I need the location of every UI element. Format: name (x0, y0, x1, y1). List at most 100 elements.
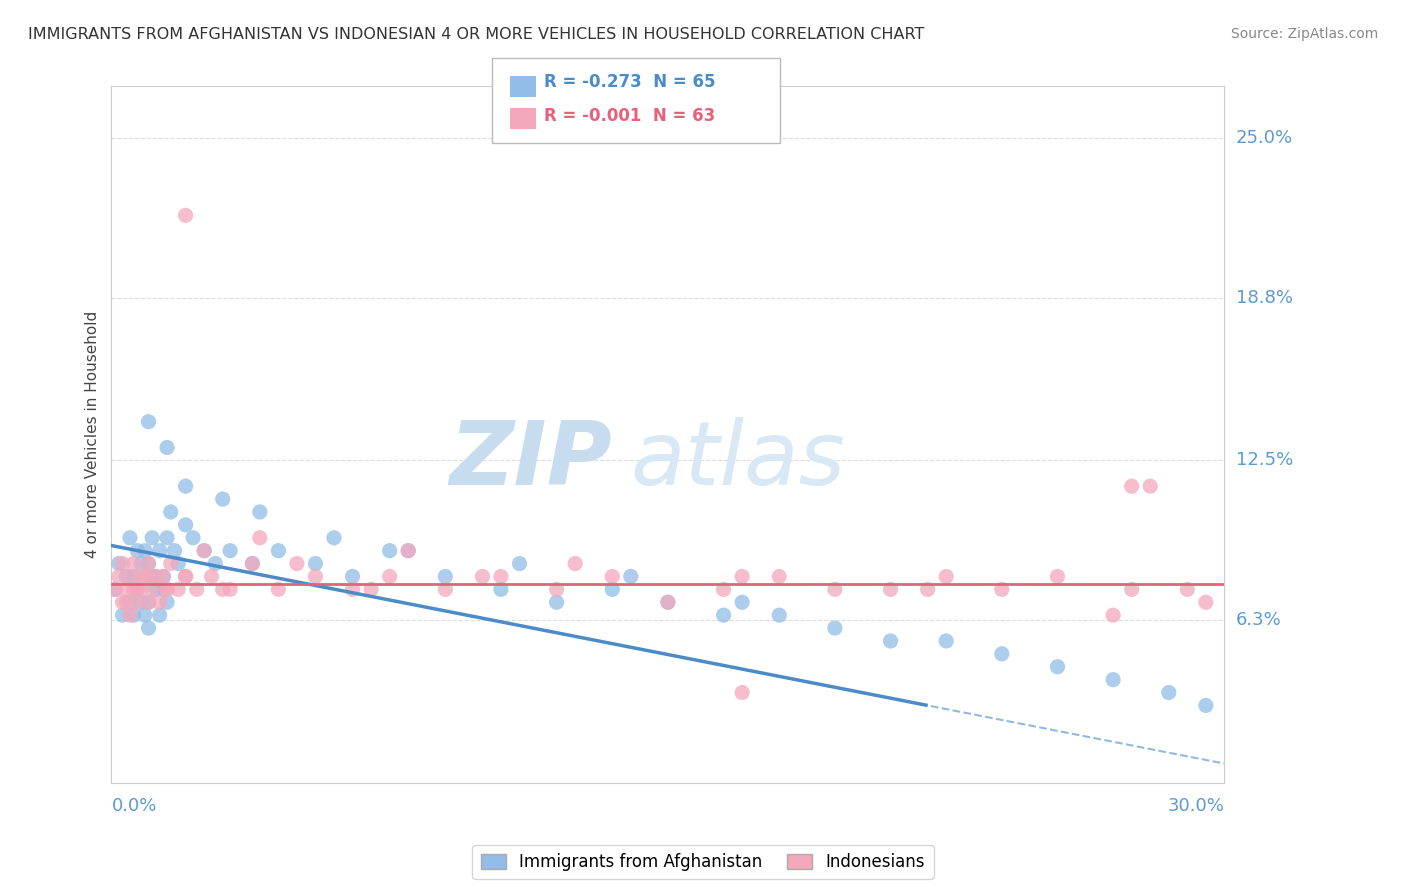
Point (138, 557, 160, 571)
Point (134, 569, 156, 583)
Point (163, 543, 186, 558)
Point (935, 634, 957, 648)
Text: 0.0%: 0.0% (111, 797, 157, 814)
Point (731, 685, 754, 699)
Point (127, 582, 149, 597)
Text: 25.0%: 25.0% (1236, 129, 1292, 147)
Point (122, 582, 145, 597)
Point (174, 479, 197, 493)
Text: 12.5%: 12.5% (1236, 451, 1292, 469)
Point (174, 517, 197, 532)
Point (600, 582, 623, 597)
Point (1102, 608, 1125, 623)
Point (159, 557, 181, 571)
Point (1195, 698, 1218, 713)
Point (138, 569, 160, 583)
Point (149, 608, 172, 623)
Point (156, 582, 179, 597)
Point (917, 582, 939, 597)
Point (122, 569, 145, 583)
Point (193, 543, 215, 558)
Point (118, 595, 141, 609)
Point (471, 569, 494, 583)
Point (174, 208, 197, 222)
Point (489, 569, 512, 583)
Point (249, 505, 271, 519)
Point (489, 582, 512, 597)
Point (434, 582, 457, 597)
Point (127, 543, 149, 558)
Text: 6.3%: 6.3% (1236, 611, 1281, 630)
Text: 18.8%: 18.8% (1236, 289, 1292, 307)
Point (156, 441, 179, 455)
Point (152, 582, 174, 597)
Point (713, 608, 735, 623)
Point (242, 557, 264, 571)
Point (118, 531, 141, 545)
Point (111, 595, 134, 609)
Point (129, 557, 152, 571)
Point (768, 608, 790, 623)
Point (991, 647, 1014, 661)
Point (509, 557, 531, 571)
Point (1175, 582, 1198, 597)
Point (156, 595, 179, 609)
Point (134, 608, 156, 623)
Point (104, 582, 127, 597)
Y-axis label: 4 or more Vehicles in Household: 4 or more Vehicles in Household (86, 311, 100, 558)
Point (149, 543, 172, 558)
Point (211, 582, 233, 597)
Point (152, 569, 174, 583)
Point (219, 582, 242, 597)
Point (249, 531, 271, 545)
Point (1121, 582, 1143, 597)
Point (600, 569, 623, 583)
Point (304, 569, 326, 583)
Point (267, 582, 290, 597)
Point (378, 543, 401, 558)
Point (991, 582, 1014, 597)
Point (118, 608, 141, 623)
Point (242, 557, 264, 571)
Point (378, 569, 401, 583)
Point (138, 595, 160, 609)
Point (1157, 685, 1180, 699)
Point (115, 582, 138, 597)
Point (108, 557, 131, 571)
Point (181, 531, 204, 545)
Point (434, 569, 457, 583)
Point (145, 569, 167, 583)
Point (111, 557, 134, 571)
Point (156, 582, 179, 597)
Point (167, 582, 190, 597)
Point (935, 569, 957, 583)
Point (396, 543, 419, 558)
Text: 30.0%: 30.0% (1167, 797, 1225, 814)
Text: R = -0.001  N = 63: R = -0.001 N = 63 (544, 107, 716, 125)
Point (304, 557, 326, 571)
Point (396, 543, 419, 558)
Point (129, 595, 152, 609)
Point (323, 531, 346, 545)
Point (657, 595, 679, 609)
Point (138, 415, 160, 429)
Point (127, 582, 149, 597)
Point (768, 569, 790, 583)
Point (219, 543, 242, 558)
Point (111, 608, 134, 623)
Point (1046, 659, 1069, 673)
Point (731, 595, 754, 609)
Point (267, 543, 290, 558)
Point (159, 505, 181, 519)
Point (127, 595, 149, 609)
Point (200, 569, 222, 583)
Point (122, 557, 145, 571)
Point (731, 569, 754, 583)
Point (115, 569, 138, 583)
Point (149, 595, 172, 609)
Text: atlas: atlas (631, 417, 845, 503)
Text: Source: ZipAtlas.com: Source: ZipAtlas.com (1230, 27, 1378, 41)
Point (167, 557, 190, 571)
Point (108, 569, 131, 583)
Point (1139, 479, 1161, 493)
